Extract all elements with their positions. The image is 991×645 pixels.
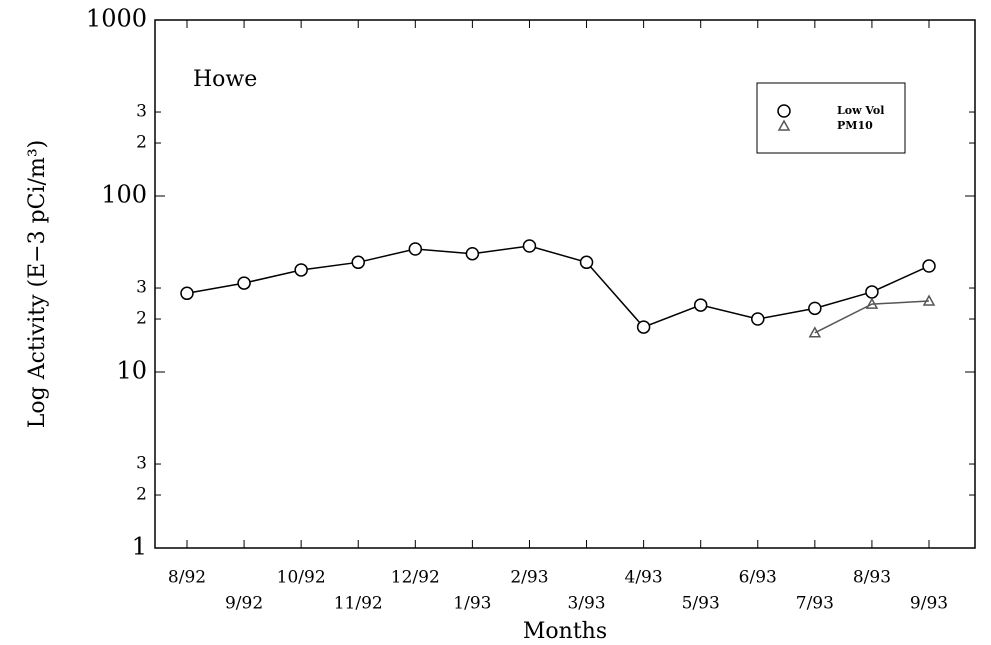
y-tick-label: 100 <box>101 181 147 209</box>
y-tick-label: 1000 <box>86 5 147 33</box>
y-tick-label: 2 <box>136 133 147 153</box>
data-point <box>636 320 651 334</box>
x-tick-label: 11/92 <box>334 594 383 614</box>
x-tick-label: 10/92 <box>277 568 326 588</box>
x-tick-label: 6/93 <box>739 568 777 588</box>
data-point <box>777 119 791 131</box>
data-point <box>351 255 365 270</box>
series-line <box>186 245 930 328</box>
data-point <box>522 239 537 253</box>
annotation: Howe <box>193 67 257 92</box>
data-point <box>465 246 480 261</box>
x-tick-label: 12/92 <box>391 568 440 588</box>
y-axis-label: Log Activity (E−3 pCi/m³) <box>25 140 50 428</box>
x-tick-label: 9/93 <box>910 594 948 614</box>
y-tick-label: 10 <box>116 357 147 385</box>
data-point <box>808 301 822 316</box>
x-tick-label: 7/93 <box>796 594 834 614</box>
y-tick-label: 2 <box>136 309 147 329</box>
data-point <box>777 104 791 118</box>
data-point <box>579 255 594 270</box>
data-point <box>408 242 423 256</box>
data-point <box>180 286 194 301</box>
data-point <box>865 285 879 299</box>
legend-label: PM10 <box>837 119 873 132</box>
y-tick-label: 3 <box>136 102 147 122</box>
x-tick-label: 4/93 <box>625 568 663 588</box>
data-point <box>922 259 936 273</box>
x-tick-label: 1/93 <box>453 594 491 614</box>
y-tick-label: 3 <box>136 454 147 474</box>
x-tick-label: 2/93 <box>510 568 548 588</box>
legend-label: Low Vol <box>837 104 884 117</box>
legend-box <box>756 82 906 154</box>
data-point <box>751 312 765 326</box>
x-axis-label: Months <box>523 619 607 644</box>
y-tick-label: 1 <box>132 533 147 561</box>
y-tick-label: 2 <box>136 485 147 505</box>
x-tick-label: 9/92 <box>225 594 263 614</box>
data-point <box>922 294 936 306</box>
x-tick-label: 8/93 <box>853 568 891 588</box>
series-line <box>814 300 930 334</box>
plot-frame <box>154 19 976 549</box>
x-tick-label: 3/93 <box>567 594 605 614</box>
x-tick-label: 5/93 <box>682 594 720 614</box>
x-tick-label: 8/92 <box>168 568 206 588</box>
data-point <box>237 276 251 290</box>
data-point <box>865 297 879 309</box>
data-point <box>693 298 708 312</box>
data-point <box>808 326 822 338</box>
y-tick-label: 3 <box>136 278 147 298</box>
data-point <box>294 263 308 277</box>
